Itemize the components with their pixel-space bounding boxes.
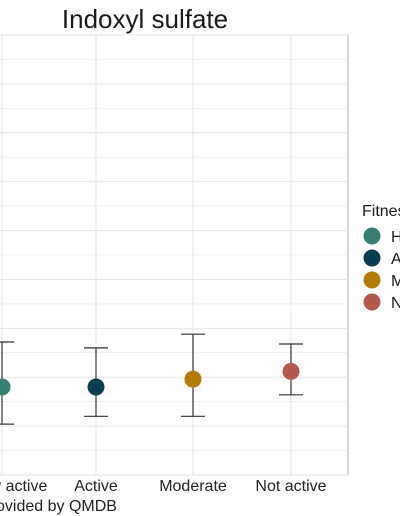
grid-lines [0, 34, 348, 476]
x-tick-label: Moderate [159, 478, 227, 495]
legend-key-active [363, 249, 381, 267]
legend-label: Highly active [391, 229, 400, 246]
legend-key-highly-active [363, 227, 381, 245]
point-highly-active [0, 378, 11, 396]
data-marks [0, 333, 303, 425]
legend-label: Moderate [391, 273, 400, 290]
legend-label: Not active [391, 295, 400, 312]
chart-title: Indoxyl sulfate [62, 4, 228, 34]
legend: Fitness Highly active Active Moderate Not a… [362, 203, 400, 312]
point-active [87, 378, 105, 396]
legend-title: Fitness [362, 203, 400, 220]
caption: Provided by QMDB [0, 498, 117, 515]
legend-label: Active [391, 251, 400, 268]
x-tick-label: Active [74, 478, 118, 495]
legend-key-not-active [363, 293, 381, 311]
x-tick-label: Not active [255, 478, 326, 495]
point-moderate [184, 370, 202, 388]
x-tick-label: Highly active [0, 478, 47, 495]
point-not-active [282, 362, 300, 380]
legend-key-moderate [363, 271, 381, 289]
x-tick-labels: Highly active Active Moderate Not active [0, 478, 327, 495]
